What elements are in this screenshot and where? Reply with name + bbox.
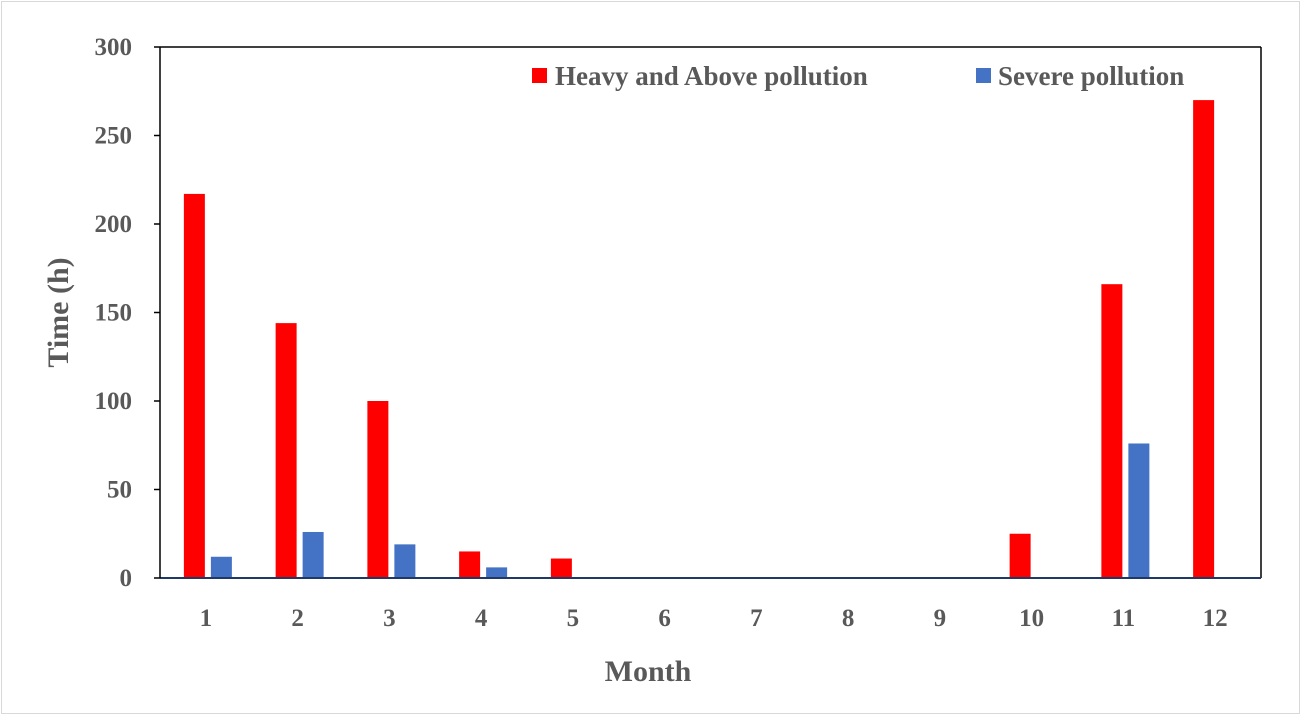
x-tick-label: 12 (1203, 605, 1228, 632)
legend: Heavy and Above pollution Severe pollutio… (532, 61, 1184, 91)
x-tick-label: 5 (567, 605, 580, 632)
x-tick-label: 9 (934, 605, 947, 632)
x-ticks-group: 1 2 3 4 5 6 7 8 9 10 11 12 (200, 605, 1228, 632)
legend-swatch (976, 68, 991, 83)
x-tick-label: 11 (1112, 605, 1136, 632)
bar-heavy-and-above-month-2 (275, 323, 297, 578)
x-tick-label: 8 (842, 605, 855, 632)
x-tick-label: 10 (1019, 605, 1044, 632)
y-tick-label: 0 (120, 565, 133, 592)
bar-severe-month-4 (486, 567, 508, 578)
bar-heavy-and-above-month-5 (550, 558, 572, 578)
x-tick-label: 2 (291, 605, 304, 632)
bar-heavy-and-above-month-11 (1101, 284, 1123, 578)
bar-severe-month-2 (302, 531, 324, 578)
bars-group (183, 100, 1215, 578)
y-tick-label: 200 (95, 211, 133, 238)
bar-heavy-and-above-month-12 (1193, 100, 1215, 578)
y-tick-label: 50 (107, 477, 132, 504)
bar-heavy-and-above-month-1 (183, 193, 205, 578)
y-axis-title: Time (h) (42, 257, 75, 367)
x-tick-label: 6 (658, 605, 671, 632)
bar-severe-month-1 (210, 556, 232, 578)
y-tick-label: 100 (95, 388, 133, 415)
x-axis-title: Month (605, 655, 692, 688)
x-tick-label: 4 (475, 605, 488, 632)
legend-swatch (532, 68, 547, 83)
x-tick-label: 1 (200, 605, 213, 632)
bar-severe-month-3 (394, 544, 416, 578)
bar-heavy-and-above-month-10 (1009, 533, 1031, 578)
legend-label: Severe pollution (998, 61, 1184, 91)
axes-group (159, 46, 1262, 579)
y-tick-label: 250 (95, 123, 133, 150)
y-ticks-group: 0 50 100 150 200 250 300 (95, 34, 160, 592)
x-tick-label: 7 (750, 605, 763, 632)
bar-severe-month-11 (1128, 443, 1150, 578)
legend-label: Heavy and Above pollution (555, 61, 868, 91)
y-tick-label: 150 (95, 300, 133, 327)
y-tick-label: 300 (95, 34, 133, 61)
bar-heavy-and-above-month-4 (459, 551, 481, 578)
bar-heavy-and-above-month-3 (367, 401, 389, 578)
x-tick-label: 3 (383, 605, 396, 632)
